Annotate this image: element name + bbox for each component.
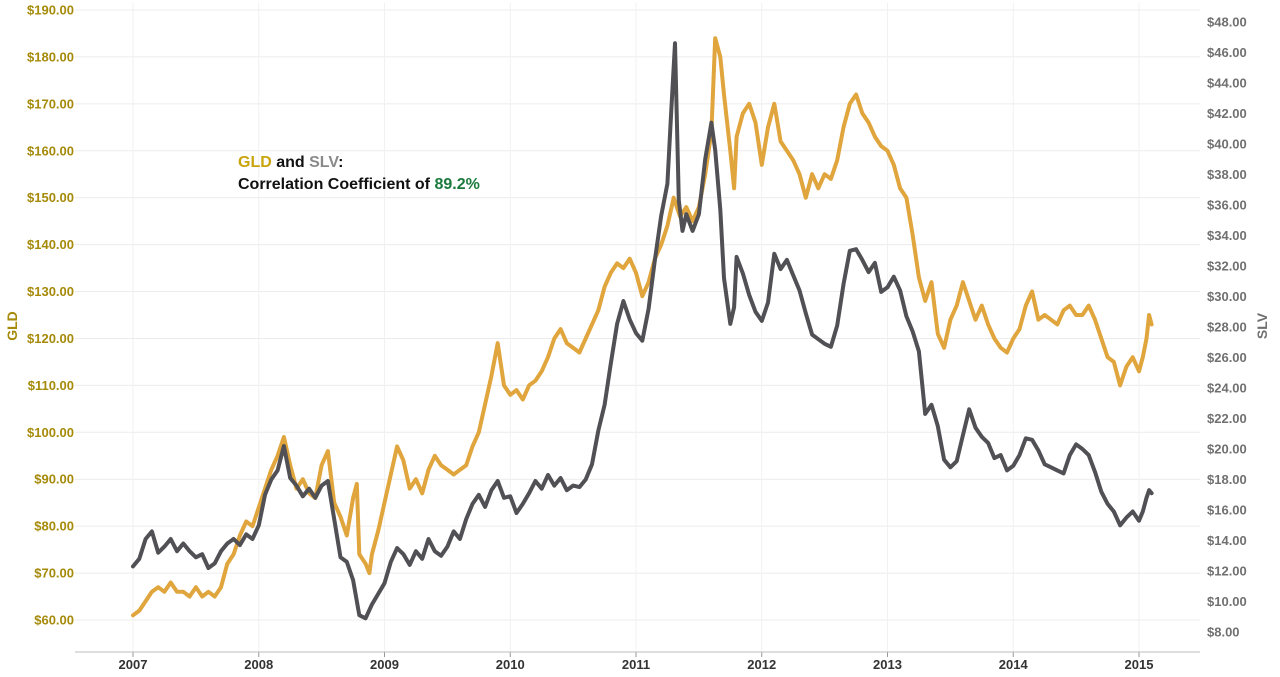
left-tick-label: $150.00: [27, 190, 74, 205]
left-tick-label: $80.00: [34, 519, 74, 534]
right-axis-ticks: $8.00 $10.00 $12.00 $14.00 $16.00 $18.00 $20.0…: [1207, 15, 1247, 640]
right-tick-label: $40.00: [1207, 137, 1247, 152]
annotation-colon: :: [338, 154, 343, 171]
right-tick-label: $16.00: [1207, 503, 1247, 518]
annotation-correlation-label: Correlation Coefficient of: [238, 176, 434, 193]
left-tick-label: $90.00: [34, 472, 74, 487]
right-tick-label: $20.00: [1207, 442, 1247, 457]
annotation-and: and: [272, 154, 309, 171]
x-tick-label: 2015: [1125, 657, 1154, 672]
right-tick-label: $10.00: [1207, 594, 1247, 609]
right-axis-title: SLV: [1254, 312, 1270, 339]
right-tick-label: $12.00: [1207, 564, 1247, 579]
series-line-gld: [131, 36, 1154, 618]
left-tick-label: $160.00: [27, 143, 74, 158]
right-tick-label: $18.00: [1207, 472, 1247, 487]
left-tick-label: $120.00: [27, 331, 74, 346]
right-tick-label: $38.00: [1207, 167, 1247, 182]
grid-vertical: [132, 3, 1140, 657]
x-tick-label: 2010: [496, 657, 525, 672]
right-tick-label: $22.00: [1207, 411, 1247, 426]
x-tick-label: 2009: [370, 657, 399, 672]
right-tick-label: $30.00: [1207, 289, 1247, 304]
x-axis-ticks: 2007 2008 2009 2010 2011 2012 2013 2014 2015: [119, 657, 1154, 672]
right-tick-label: $24.00: [1207, 381, 1247, 396]
left-tick-label: $140.00: [27, 237, 74, 252]
left-tick-label: $170.00: [27, 96, 74, 111]
x-tick-label: 2007: [119, 657, 148, 672]
left-tick-label: $70.00: [34, 566, 74, 581]
left-tick-label: $60.00: [34, 613, 74, 628]
left-tick-label: $190.00: [27, 3, 74, 18]
left-tick-label: $180.00: [27, 49, 74, 64]
series-layer: [131, 36, 1154, 621]
left-tick-label: $110.00: [28, 378, 74, 393]
annotation-line-2: Correlation Coefficient of 89.2%: [238, 176, 480, 193]
left-tick-label: $100.00: [27, 425, 74, 440]
annotation-correlation-value: 89.2%: [434, 176, 479, 193]
left-axis-title: GLD: [4, 311, 20, 341]
right-tick-label: $26.00: [1207, 350, 1247, 365]
x-tick-label: 2012: [747, 657, 776, 672]
right-tick-label: $34.00: [1207, 228, 1247, 243]
right-tick-label: $14.00: [1207, 533, 1247, 548]
right-tick-label: $8.00: [1207, 625, 1240, 640]
right-tick-label: $46.00: [1207, 45, 1247, 60]
x-tick-label: 2013: [873, 657, 902, 672]
x-tick-label: 2011: [622, 657, 650, 672]
right-tick-label: $36.00: [1207, 198, 1247, 213]
series-line-slv: [131, 41, 1154, 621]
annotation-slv: SLV: [309, 154, 339, 171]
annotation-gld: GLD: [238, 154, 272, 171]
right-tick-label: $48.00: [1207, 15, 1247, 30]
right-tick-label: $28.00: [1207, 320, 1247, 335]
x-tick-label: 2008: [244, 657, 273, 672]
left-axis-ticks: $60.00 $70.00 $80.00 $90.00 $100.00 $110.00 $1…: [27, 3, 74, 628]
left-tick-label: $130.00: [27, 284, 74, 299]
grid-horizontal: [75, 9, 1200, 621]
x-tick-label: 2014: [999, 657, 1029, 672]
right-tick-label: $42.00: [1207, 106, 1247, 121]
right-tick-label: $44.00: [1207, 76, 1247, 91]
annotation-line-1: GLD and SLV:: [238, 154, 344, 171]
right-tick-label: $32.00: [1207, 259, 1247, 274]
